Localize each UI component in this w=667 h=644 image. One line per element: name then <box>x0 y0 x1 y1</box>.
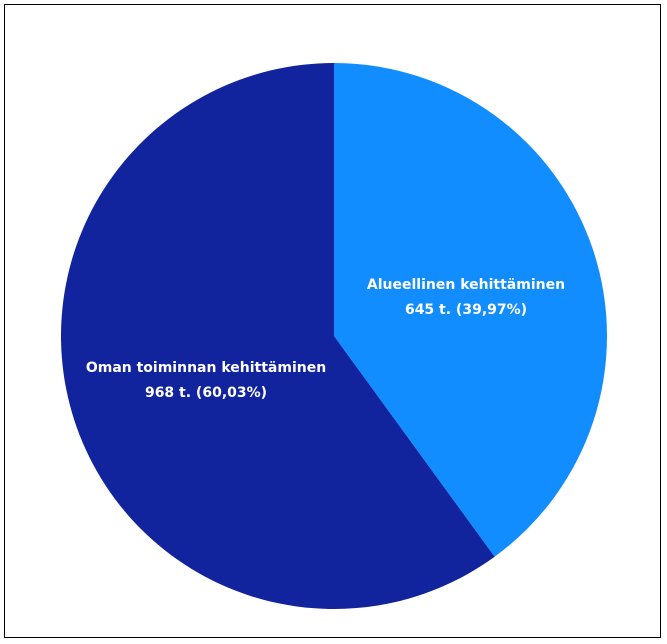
slice-label-group-1: Oman toiminnan kehittäminen 968 t. (60,0… <box>86 360 326 401</box>
pie-slice-0[interactable] <box>334 63 607 557</box>
slice-label-alueellinen: Alueellinen kehittäminen <box>367 277 565 293</box>
slice-value-oman-toiminnan: 968 t. (60,03%) <box>145 385 267 401</box>
pie-slices <box>60 63 607 609</box>
pie-slice-1[interactable] <box>60 63 495 609</box>
slice-value-alueellinen: 645 t. (39,97%) <box>405 302 527 318</box>
slice-label-oman-toiminnan: Oman toiminnan kehittäminen <box>86 360 326 376</box>
slice-label-group-0: Alueellinen kehittäminen 645 t. (39,97%) <box>367 277 565 318</box>
